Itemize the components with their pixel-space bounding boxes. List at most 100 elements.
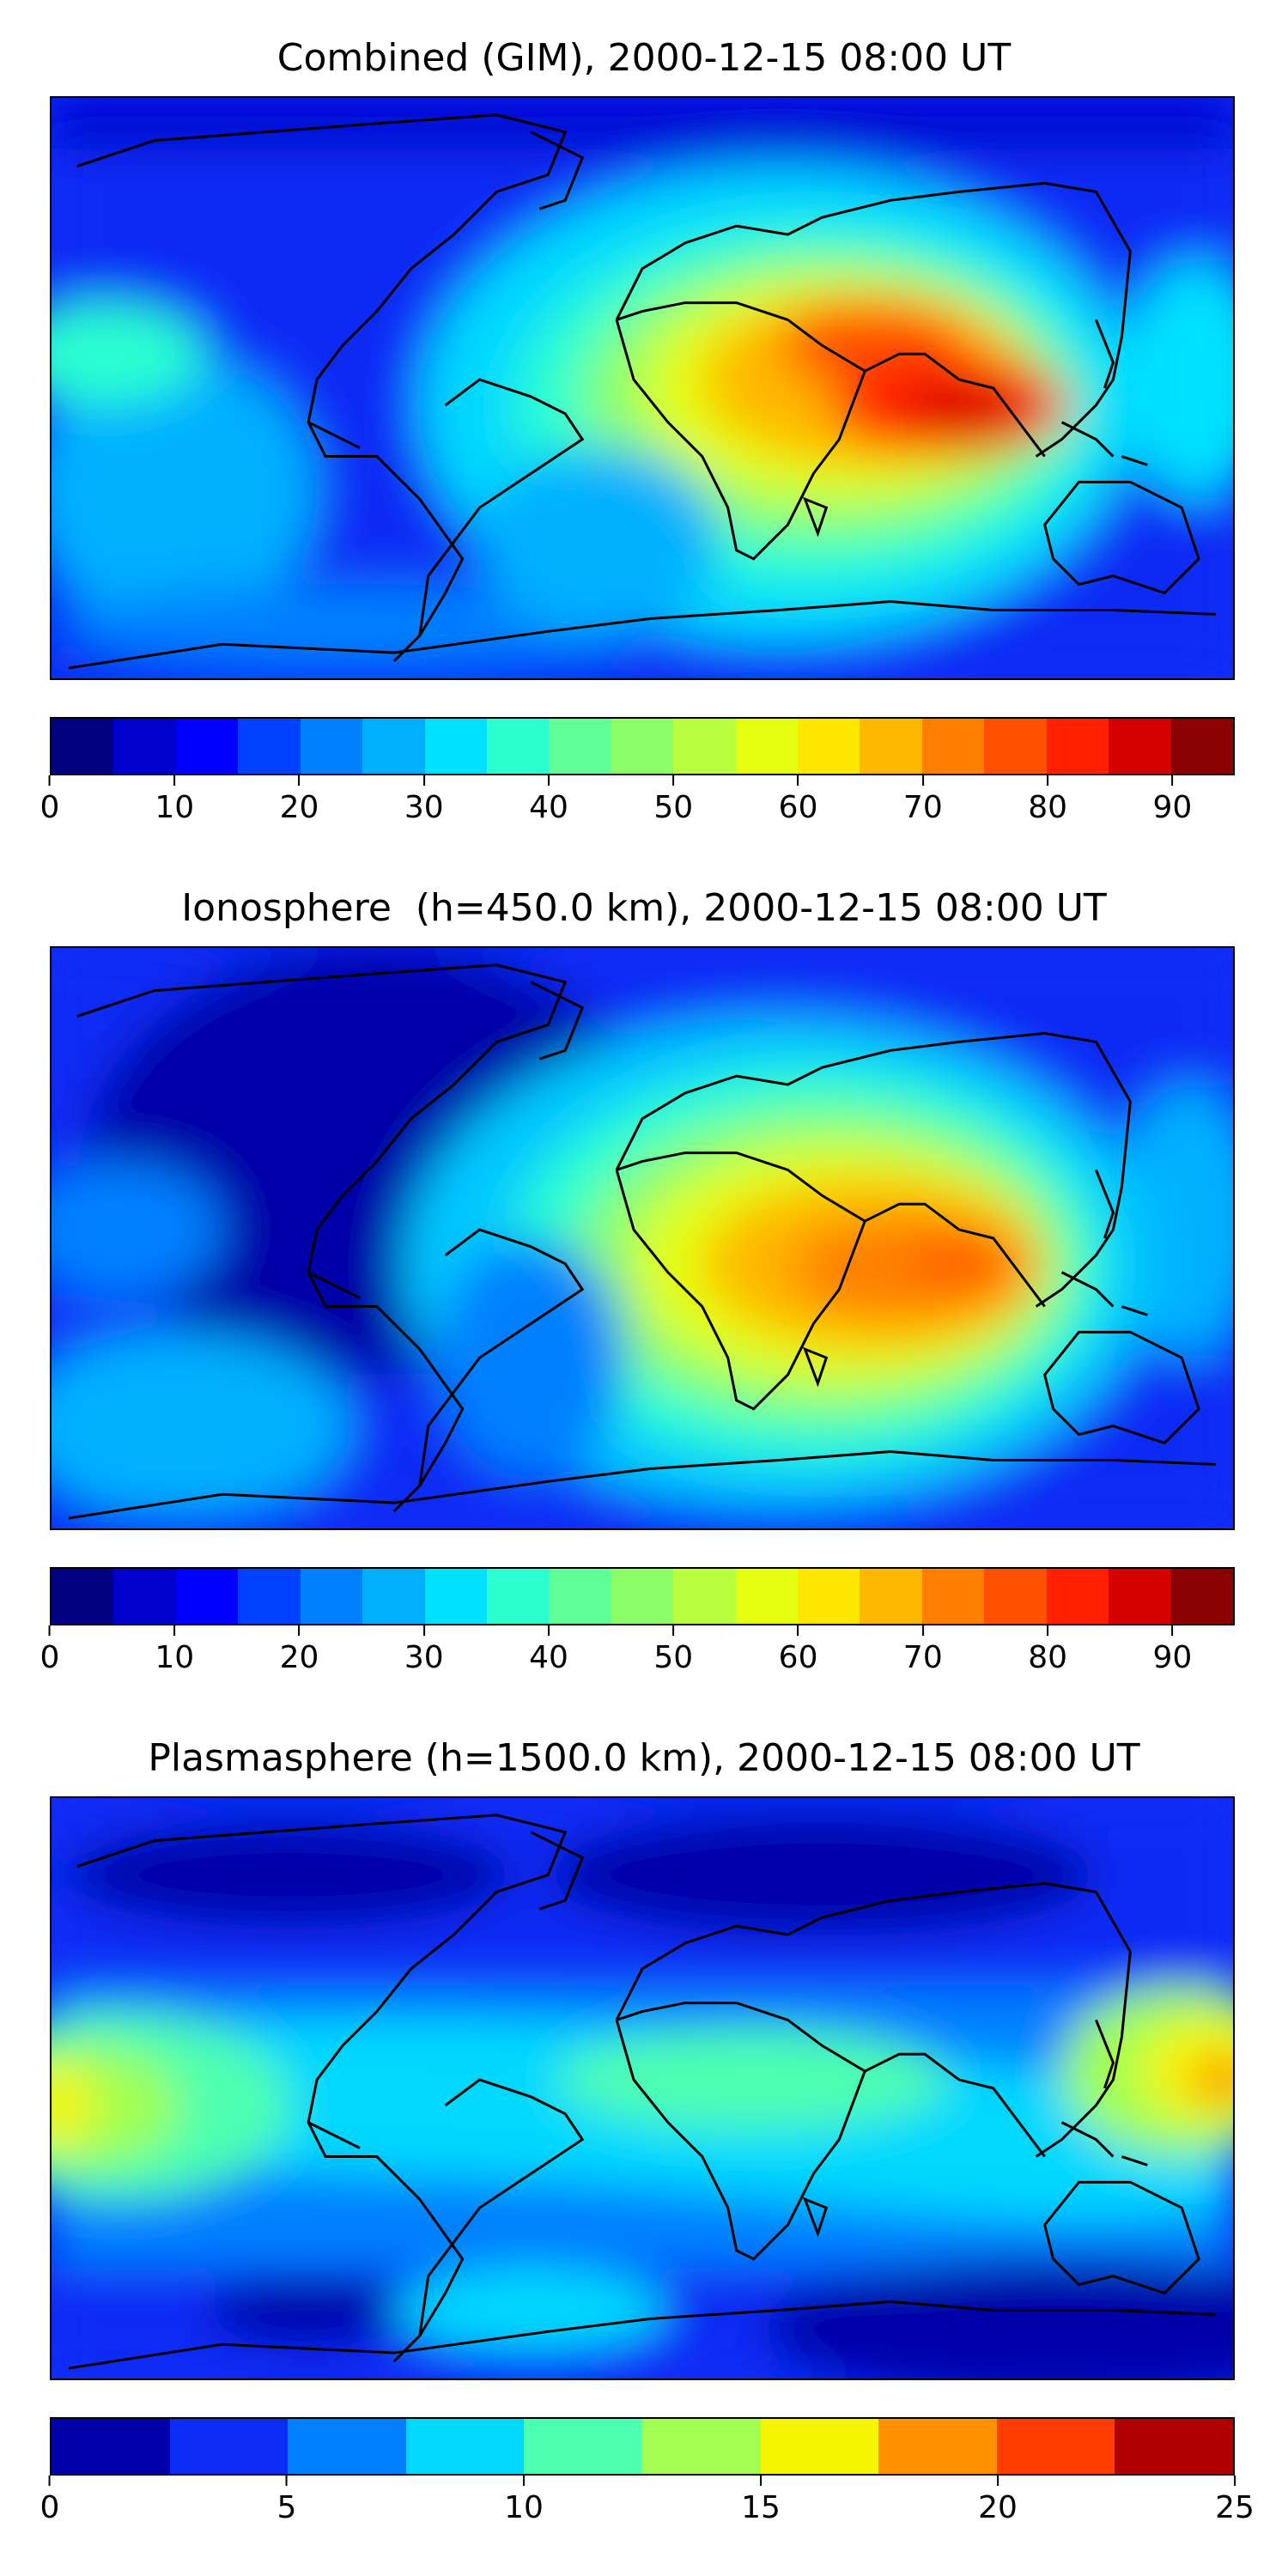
colorbar-tick: 50 — [653, 775, 693, 827]
colorbar-segment — [921, 1569, 985, 1624]
colorbar-tick: 0 — [39, 1625, 60, 1677]
colorbar-ticks-ionosphere: 0 10 20 30 40 50 60 70 80 90 — [40, 1625, 1235, 1677]
colorbar-tick: 15 — [741, 2476, 781, 2527]
tick-label: 80 — [1028, 1640, 1067, 1675]
tick-mark — [997, 2476, 999, 2486]
tick-mark — [173, 1625, 176, 1636]
tick-label: 30 — [404, 1640, 444, 1675]
contour-field-plasmasphere — [52, 1798, 1233, 2379]
tick-label: 0 — [39, 2490, 60, 2525]
colorbar-segment — [486, 719, 550, 774]
tick-mark — [422, 1625, 425, 1636]
colorbar-segment — [984, 1569, 1047, 1624]
colorbar-tick: 10 — [155, 775, 194, 827]
tick-label: 60 — [778, 1640, 818, 1675]
tick-mark — [548, 1625, 550, 1636]
colorbar-segment — [300, 1569, 363, 1624]
colorbar-segment — [1109, 1569, 1171, 1624]
colorbar-tick: 20 — [280, 775, 319, 827]
colorbar-tick: 20 — [978, 2476, 1018, 2527]
tick-label: 90 — [1152, 1640, 1193, 1675]
colorbar-segment — [860, 1569, 922, 1624]
tick-mark — [286, 2476, 288, 2486]
colorbar-segment — [1109, 719, 1171, 774]
tick-mark — [422, 775, 425, 786]
tick-mark — [672, 775, 675, 786]
colorbar-segment — [673, 719, 736, 774]
colorbar-tick: 25 — [1215, 2476, 1255, 2527]
tick-mark — [672, 1625, 675, 1636]
colorbar-tick: 20 — [280, 1625, 319, 1677]
colorbar-tick: 60 — [778, 775, 818, 827]
tick-mark — [1047, 1625, 1049, 1636]
tick-label: 0 — [39, 790, 60, 825]
contour-field-combined — [52, 98, 1233, 678]
colorbar-segment — [169, 2419, 289, 2474]
colorbar-tick: 0 — [39, 775, 60, 827]
tick-mark — [298, 775, 301, 786]
tick-mark — [1047, 775, 1049, 786]
colorbar-segment — [641, 2419, 761, 2474]
colorbar-segment — [52, 2419, 170, 2474]
colorbar-tick: 90 — [1152, 775, 1192, 827]
coastlines-ionosphere — [68, 963, 1217, 1520]
colorbar-tick: 10 — [155, 1625, 194, 1677]
tick-mark — [921, 775, 924, 786]
tick-label: 20 — [279, 1640, 319, 1675]
panel-title-combined: Combined (GIM), 2000-12-15 08:00 UT — [276, 36, 1012, 80]
panel-title-ionosphere: Ionosphere (h=450.0 km), 2000-12-15 08:0… — [181, 886, 1107, 930]
tick-mark — [760, 2476, 762, 2486]
colorbar-segment — [405, 2419, 525, 2474]
colorbar-segment — [300, 719, 363, 774]
colorbar-segment — [760, 2419, 879, 2474]
colorbar-tick: 5 — [276, 2476, 297, 2527]
colorbar-segment — [549, 719, 611, 774]
tick-label: 30 — [404, 790, 444, 825]
tick-label: 0 — [39, 1640, 60, 1675]
colorbar-segment — [798, 719, 860, 774]
colorbar-segment — [113, 1569, 176, 1624]
tick-label: 40 — [529, 1640, 568, 1675]
colorbar-segment — [1170, 719, 1234, 774]
colorbar-segment — [735, 1569, 799, 1624]
colorbar-tick: 40 — [529, 1625, 568, 1677]
tick-mark — [173, 775, 176, 786]
colorbar-tick: 0 — [39, 2476, 60, 2527]
colorbar-segment — [362, 1569, 425, 1624]
colorbar-segment — [486, 1569, 550, 1624]
colorbar-segment — [52, 719, 114, 774]
tick-mark — [921, 1625, 924, 1636]
colorbar-ticks-combined: 0 10 20 30 40 50 60 70 80 90 — [40, 775, 1235, 827]
tick-label: 60 — [778, 790, 818, 825]
tick-mark — [797, 1625, 799, 1636]
colorbar-segment — [611, 719, 674, 774]
tick-mark — [797, 775, 799, 786]
tick-mark — [548, 775, 550, 786]
colorbar-ionosphere — [50, 1567, 1235, 1625]
tick-label: 5 — [276, 2490, 297, 2525]
tick-label: 10 — [504, 2490, 544, 2525]
panel-title-plasmasphere: Plasmasphere (h=1500.0 km), 2000-12-15 0… — [148, 1736, 1140, 1780]
colorbar-tick: 40 — [529, 775, 568, 827]
tick-mark — [49, 775, 51, 786]
tick-mark — [1234, 2476, 1236, 2486]
colorbar-tick: 60 — [778, 1625, 818, 1677]
tick-label: 15 — [741, 2490, 781, 2525]
tick-label: 10 — [155, 1640, 195, 1675]
colorbar-segment — [798, 1569, 860, 1624]
colorbar-combined — [50, 717, 1235, 775]
colorbar-tick: 30 — [404, 775, 444, 827]
tick-mark — [49, 2476, 51, 2486]
colorbar-segment — [921, 719, 985, 774]
colorbar-tick: 30 — [404, 1625, 444, 1677]
map-ionosphere — [50, 946, 1235, 1530]
colorbar-segment — [113, 719, 176, 774]
tick-label: 90 — [1152, 790, 1193, 825]
colorbar-ticks-plasmasphere: 0 5 10 15 20 25 — [40, 2476, 1255, 2527]
tick-label: 70 — [902, 790, 943, 825]
map-combined — [50, 96, 1235, 680]
coastlines-combined — [68, 113, 1217, 670]
colorbar-segment — [1046, 719, 1109, 774]
tick-label: 25 — [1215, 2490, 1255, 2525]
colorbar-tick: 80 — [1028, 1625, 1067, 1677]
